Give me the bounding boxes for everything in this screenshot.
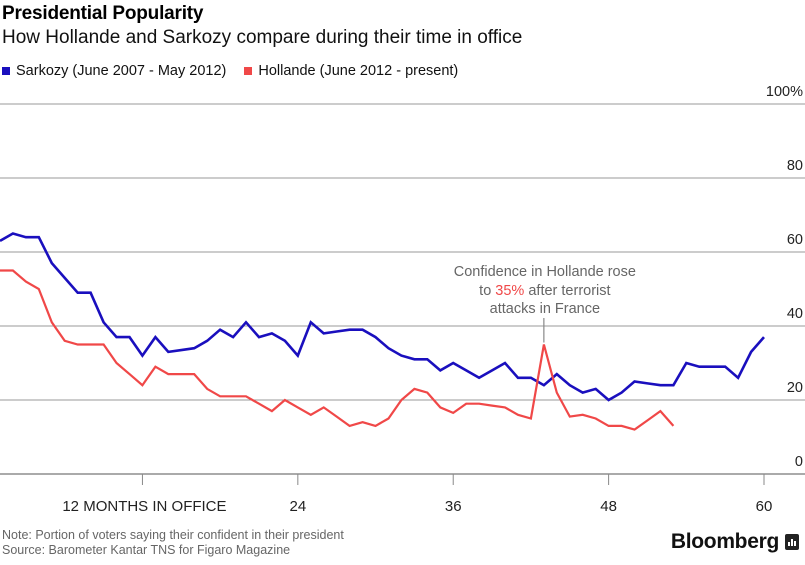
y-tick-label: 100% [766, 84, 803, 100]
x-tick-label: 48 [600, 498, 617, 515]
series-lines [0, 232, 765, 431]
legend-item-sarkozy: Sarkozy (June 2007 - May 2012) [2, 63, 226, 79]
footer: Note: Portion of voters saying their con… [2, 528, 344, 558]
footer-source: Source: Barometer Kantar TNS for Figaro … [2, 543, 291, 557]
annotation-line-2: to 35% after terrorist [479, 283, 610, 299]
annotation: Confidence in Hollande rose to 35% after… [454, 264, 636, 343]
legend: Sarkozy (June 2007 - May 2012) Hollande … [2, 63, 458, 79]
y-tick-label: 0 [795, 454, 803, 470]
brand-name: Bloomberg [670, 530, 779, 553]
chart-title: Presidential Popularity [2, 3, 204, 24]
y-axis-labels: 0 20 40 60 80 100% [766, 84, 803, 470]
legend-swatch-sarkozy [2, 67, 10, 75]
annotation-highlight: 35% [495, 283, 524, 299]
y-tick-label: 80 [787, 158, 803, 174]
y-tick-label: 20 [787, 380, 803, 396]
x-tick-label: 60 [756, 498, 773, 515]
annotation-line-1: Confidence in Hollande rose [454, 264, 636, 280]
y-tick-label: 60 [787, 232, 803, 248]
footer-note: Note: Portion of voters saying their con… [2, 528, 344, 542]
series-line-hollande [0, 269, 675, 431]
gridlines [0, 103, 805, 475]
legend-label-sarkozy: Sarkozy (June 2007 - May 2012) [16, 63, 227, 79]
x-tick-label: 36 [445, 498, 462, 515]
brand-logo: Bloomberg [671, 530, 799, 554]
legend-swatch-hollande [244, 67, 253, 75]
x-tick-label: 24 [289, 498, 306, 515]
x-tick-label: 12 MONTHS IN OFFICE [62, 498, 226, 515]
y-tick-label: 40 [787, 306, 803, 322]
legend-item-hollande: Hollande (June 2012 - present) [244, 63, 458, 79]
x-axis: 12 MONTHS IN OFFICE 24 36 48 60 [62, 474, 772, 515]
chart-subtitle: How Hollande and Sarkozy compare during … [2, 27, 523, 48]
series-line-sarkozy [0, 232, 765, 402]
annotation-prefix: to [479, 283, 495, 299]
annotation-line-3: attacks in France [490, 301, 600, 317]
bloomberg-chat-icon [785, 534, 799, 550]
annotation-line-2-text: after terrorist [528, 283, 610, 299]
legend-label-hollande: Hollande (June 2012 - present) [258, 63, 459, 79]
line-chart: 0 20 40 60 80 100% 12 MONTHS IN OFFICE 24 36 48 6… [0, 84, 805, 515]
